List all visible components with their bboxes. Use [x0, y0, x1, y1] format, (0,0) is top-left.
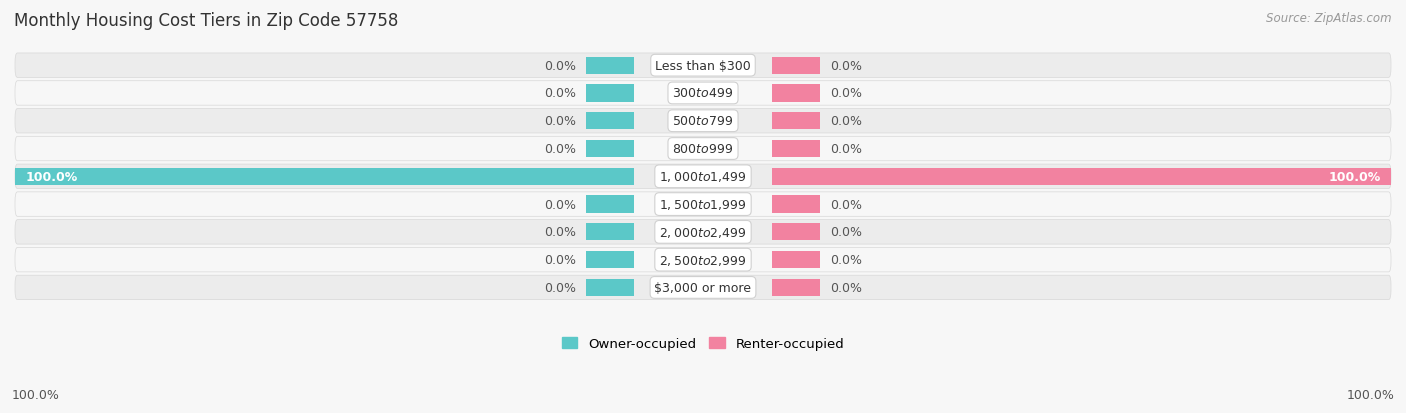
Text: $3,000 or more: $3,000 or more — [655, 281, 751, 294]
Text: $2,000 to $2,499: $2,000 to $2,499 — [659, 225, 747, 239]
Bar — [586, 196, 634, 213]
Text: 0.0%: 0.0% — [544, 198, 575, 211]
Text: 0.0%: 0.0% — [544, 59, 575, 73]
Text: 0.0%: 0.0% — [544, 281, 575, 294]
Text: Monthly Housing Cost Tiers in Zip Code 57758: Monthly Housing Cost Tiers in Zip Code 5… — [14, 12, 398, 30]
FancyBboxPatch shape — [15, 165, 1391, 189]
Bar — [772, 113, 820, 130]
FancyBboxPatch shape — [15, 248, 1391, 272]
Text: 0.0%: 0.0% — [544, 254, 575, 266]
FancyBboxPatch shape — [15, 109, 1391, 134]
FancyBboxPatch shape — [15, 137, 1391, 161]
Text: $1,500 to $1,999: $1,500 to $1,999 — [659, 197, 747, 211]
Bar — [586, 85, 634, 102]
FancyBboxPatch shape — [15, 220, 1391, 244]
Text: 0.0%: 0.0% — [831, 281, 862, 294]
Text: $500 to $799: $500 to $799 — [672, 115, 734, 128]
Bar — [772, 252, 820, 268]
Bar — [586, 224, 634, 241]
Text: 0.0%: 0.0% — [831, 142, 862, 156]
FancyBboxPatch shape — [15, 81, 1391, 106]
Text: 0.0%: 0.0% — [831, 115, 862, 128]
Text: 0.0%: 0.0% — [831, 59, 862, 73]
Text: 0.0%: 0.0% — [831, 254, 862, 266]
Text: 0.0%: 0.0% — [831, 87, 862, 100]
Bar — [772, 168, 1406, 185]
Text: Less than $300: Less than $300 — [655, 59, 751, 73]
Text: 0.0%: 0.0% — [544, 87, 575, 100]
Text: $300 to $499: $300 to $499 — [672, 87, 734, 100]
Text: 0.0%: 0.0% — [544, 115, 575, 128]
FancyBboxPatch shape — [15, 192, 1391, 217]
Legend: Owner-occupied, Renter-occupied: Owner-occupied, Renter-occupied — [557, 332, 849, 356]
Text: Source: ZipAtlas.com: Source: ZipAtlas.com — [1267, 12, 1392, 25]
Text: $2,500 to $2,999: $2,500 to $2,999 — [659, 253, 747, 267]
Bar — [586, 113, 634, 130]
Bar — [586, 279, 634, 296]
Text: 100.0%: 100.0% — [25, 171, 77, 183]
FancyBboxPatch shape — [15, 275, 1391, 300]
Text: 100.0%: 100.0% — [1347, 388, 1395, 401]
Bar — [586, 57, 634, 75]
Bar — [586, 252, 634, 268]
Text: 0.0%: 0.0% — [544, 142, 575, 156]
Text: 0.0%: 0.0% — [831, 226, 862, 239]
Text: 0.0%: 0.0% — [831, 198, 862, 211]
Bar — [772, 224, 820, 241]
Bar — [772, 140, 820, 158]
Bar — [772, 279, 820, 296]
Text: 100.0%: 100.0% — [1329, 171, 1381, 183]
Text: $800 to $999: $800 to $999 — [672, 142, 734, 156]
Bar — [772, 57, 820, 75]
Bar — [772, 85, 820, 102]
Bar — [772, 196, 820, 213]
Text: 0.0%: 0.0% — [544, 226, 575, 239]
Text: $1,000 to $1,499: $1,000 to $1,499 — [659, 170, 747, 184]
FancyBboxPatch shape — [15, 54, 1391, 78]
Bar — [586, 140, 634, 158]
Bar — [0, 168, 634, 185]
Text: 100.0%: 100.0% — [11, 388, 59, 401]
